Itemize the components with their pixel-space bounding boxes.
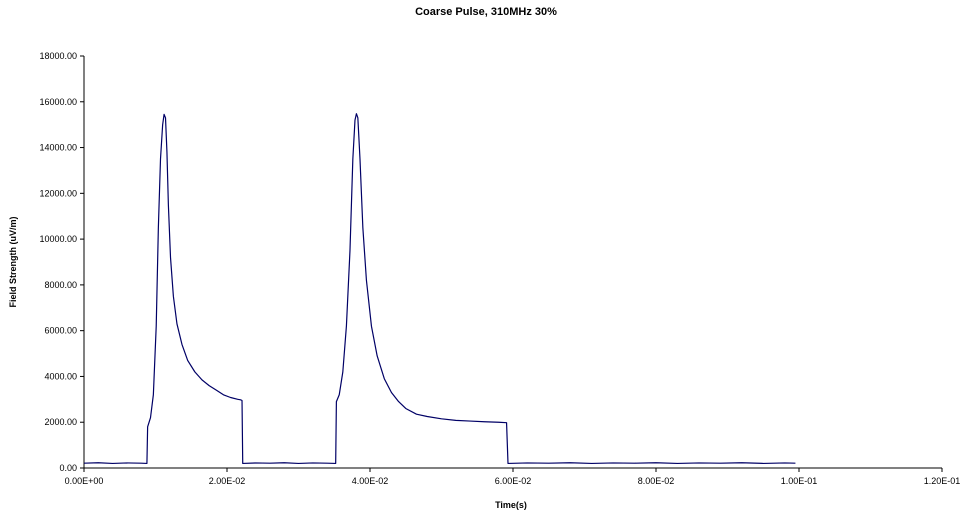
- x-axis-label: Time(s): [495, 500, 527, 510]
- x-tick-label: 4.00E-02: [352, 476, 389, 486]
- y-tick-label: 4000.00: [44, 371, 77, 381]
- y-axis-label: Field Strength (uV/m): [8, 216, 18, 307]
- x-tick-label: 0.00E+00: [65, 476, 104, 486]
- chart-title: Coarse Pulse, 310MHz 30%: [415, 6, 557, 18]
- y-tick-label: 16000.00: [39, 97, 77, 107]
- y-tick-label: 2000.00: [44, 417, 77, 427]
- axes: [83, 56, 942, 469]
- y-tick-label: 8000.00: [44, 280, 77, 290]
- series-line: [83, 113, 796, 465]
- x-tick-label: 1.00E-01: [781, 476, 818, 486]
- x-tick-label: 1.20E-01: [924, 476, 961, 486]
- y-tick-label: 18000.00: [39, 51, 77, 61]
- x-tick-label: 2.00E-02: [209, 476, 246, 486]
- x-tick-label: 6.00E-02: [495, 476, 532, 486]
- y-ticks: 0.00 2000.00 4000.00 6000.00 8000.00 10000.00…: [39, 51, 84, 473]
- y-tick-label: 12000.00: [39, 188, 77, 198]
- y-tick-label: 0.00: [59, 463, 77, 473]
- y-tick-label: 14000.00: [39, 143, 77, 153]
- x-ticks: 0.00E+00 2.00E-02 4.00E-02 6.00E-02 8.00E-02…: [65, 468, 961, 486]
- y-tick-label: 10000.00: [39, 234, 77, 244]
- y-tick-label: 6000.00: [44, 326, 77, 336]
- x-tick-label: 8.00E-02: [638, 476, 675, 486]
